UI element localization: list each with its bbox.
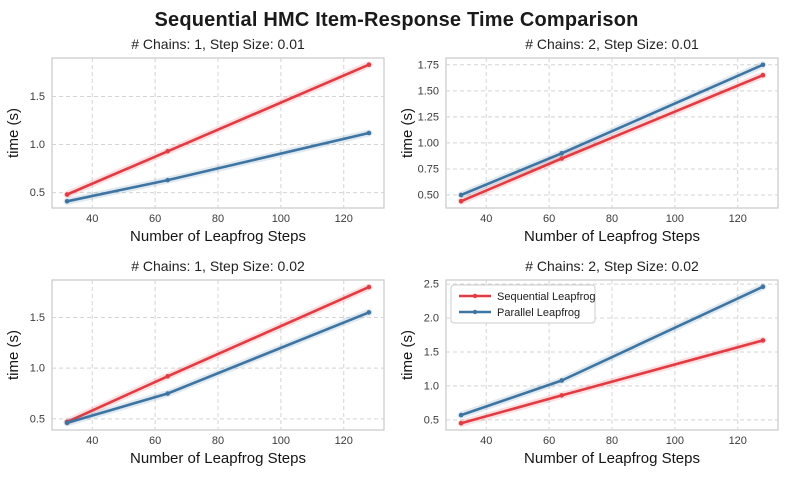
legend-label: Parallel Leapfrog	[497, 307, 580, 319]
y-tick-label: 0.5	[424, 414, 439, 426]
data-point-parallel-leapfrog	[458, 192, 464, 198]
data-point-parallel-leapfrog	[559, 151, 564, 156]
y-tick-label: 2.5	[424, 279, 439, 291]
data-point-parallel-leapfrog	[64, 420, 70, 426]
x-tick-label: 120	[335, 435, 353, 447]
y-tick-label: 0.5	[30, 187, 45, 199]
figure-title: Sequential HMC Item-Response Time Compar…	[154, 9, 639, 31]
y-tick-label: 0.5	[30, 413, 45, 425]
legend-marker	[472, 309, 478, 315]
x-tick-label: 40	[86, 213, 98, 225]
subplot-2-plot: 0.50 0.75 1.00 1.25 1.50 1.75 40 60 80 100 120 Numb…	[399, 57, 779, 245]
data-point-sequential-leapfrog	[366, 284, 372, 290]
subplot-4-title: # Chains: 2, Step Size: 0.02	[525, 258, 699, 274]
y-axis-label: time (s)	[399, 330, 416, 380]
data-point-parallel-leapfrog	[760, 62, 766, 68]
legend: Sequential Leapfrog Parallel Leapfrog	[450, 284, 596, 324]
data-point-sequential-leapfrog	[458, 198, 464, 204]
x-axis-label: Number of Leapfrog Steps	[130, 450, 306, 467]
y-tick-label: 1.0	[30, 363, 45, 375]
x-tick-label: 100	[666, 435, 684, 447]
data-point-sequential-leapfrog	[559, 156, 564, 161]
data-point-parallel-leapfrog	[64, 198, 70, 204]
data-point-sequential-leapfrog	[165, 373, 170, 379]
subplot-3: # Chains: 1, Step Size: 0.02 0.5 1.0 1.5 40…	[2, 256, 394, 478]
data-point-parallel-leapfrog	[366, 310, 372, 315]
x-tick-label: 100	[666, 213, 684, 225]
data-point-sequential-leapfrog	[64, 192, 70, 197]
y-tick-label: 1.25	[418, 111, 439, 123]
y-tick-label: 0.50	[418, 189, 439, 201]
x-tick-label: 120	[335, 213, 353, 225]
y-tick-label: 1.5	[30, 91, 45, 103]
x-axis-label: Number of Leapfrog Steps	[524, 228, 700, 245]
x-tick-label: 100	[272, 213, 290, 225]
subplot-2-title: # Chains: 2, Step Size: 0.01	[525, 36, 699, 52]
data-point-parallel-leapfrog	[165, 391, 170, 396]
y-tick-label: 2.0	[424, 313, 439, 325]
x-tick-label: 80	[212, 435, 224, 447]
subplot-1: # Chains: 1, Step Size: 0.01 0.5 1.0 1.5 40…	[2, 34, 394, 254]
y-tick-label: 1.75	[418, 59, 439, 71]
subplot-2: # Chains: 2, Step Size: 0.01 0.50 0.75 1.0…	[396, 34, 788, 254]
x-axis-label: Number of Leapfrog Steps	[130, 228, 306, 245]
subplot-3-plot: 0.5 1.0 1.5 40 60 80 100 120 Number of Leapfrog …	[5, 279, 385, 467]
subplot-4: # Chains: 2, Step Size: 0.02 0.5 1.0 1.5 2.…	[396, 256, 788, 478]
legend-label: Sequential Leapfrog	[497, 291, 595, 303]
x-tick-label: 40	[480, 435, 492, 447]
y-axis-label: time (s)	[399, 108, 416, 158]
data-point-parallel-leapfrog	[165, 177, 170, 183]
legend-marker	[472, 293, 478, 299]
y-tick-label: 1.50	[418, 85, 439, 97]
y-tick-label: 1.0	[30, 139, 45, 151]
legend-box	[450, 284, 596, 324]
y-tick-label: 0.75	[418, 163, 439, 175]
x-tick-label: 120	[729, 435, 747, 447]
x-tick-label: 60	[149, 435, 161, 447]
x-tick-label: 80	[212, 213, 224, 225]
data-point-parallel-leapfrog	[760, 284, 766, 290]
x-tick-label: 80	[606, 435, 618, 447]
subplot-3-title: # Chains: 1, Step Size: 0.02	[131, 258, 305, 274]
y-tick-label: 1.0	[424, 380, 439, 392]
y-axis-label: time (s)	[5, 330, 22, 380]
x-tick-label: 40	[86, 435, 98, 447]
y-tick-label: 1.5	[30, 312, 45, 324]
data-point-parallel-leapfrog	[458, 412, 464, 418]
data-point-sequential-leapfrog	[366, 62, 372, 68]
x-axis-label: Number of Leapfrog Steps	[524, 450, 700, 467]
y-tick-label: 1.00	[418, 137, 439, 149]
subplot-1-title: # Chains: 1, Step Size: 0.01	[131, 36, 305, 52]
subplot-4-plot: 0.5 1.0 1.5 2.0 2.5 40 60 80 100 120 Number of Lea…	[399, 279, 779, 467]
x-tick-label: 60	[543, 435, 555, 447]
data-point-sequential-leapfrog	[760, 72, 766, 78]
subplot-grid: # Chains: 1, Step Size: 0.01 0.5 1.0 1.5 40…	[2, 34, 791, 478]
x-tick-label: 60	[543, 213, 555, 225]
y-axis-label: time (s)	[5, 108, 22, 158]
x-tick-label: 60	[149, 213, 161, 225]
y-tick-label: 1.5	[424, 346, 439, 358]
data-point-parallel-leapfrog	[366, 130, 372, 136]
x-tick-label: 80	[606, 213, 618, 225]
subplot-1-plot: 0.5 1.0 1.5 40 60 80 100 120 Number of Leapfrog …	[5, 57, 385, 245]
x-tick-label: 40	[480, 213, 492, 225]
data-point-sequential-leapfrog	[559, 393, 564, 398]
data-point-parallel-leapfrog	[559, 378, 564, 383]
data-point-sequential-leapfrog	[165, 148, 170, 154]
x-tick-label: 100	[272, 435, 290, 447]
x-tick-label: 120	[729, 213, 747, 225]
data-point-sequential-leapfrog	[760, 338, 766, 343]
data-point-sequential-leapfrog	[458, 420, 464, 426]
